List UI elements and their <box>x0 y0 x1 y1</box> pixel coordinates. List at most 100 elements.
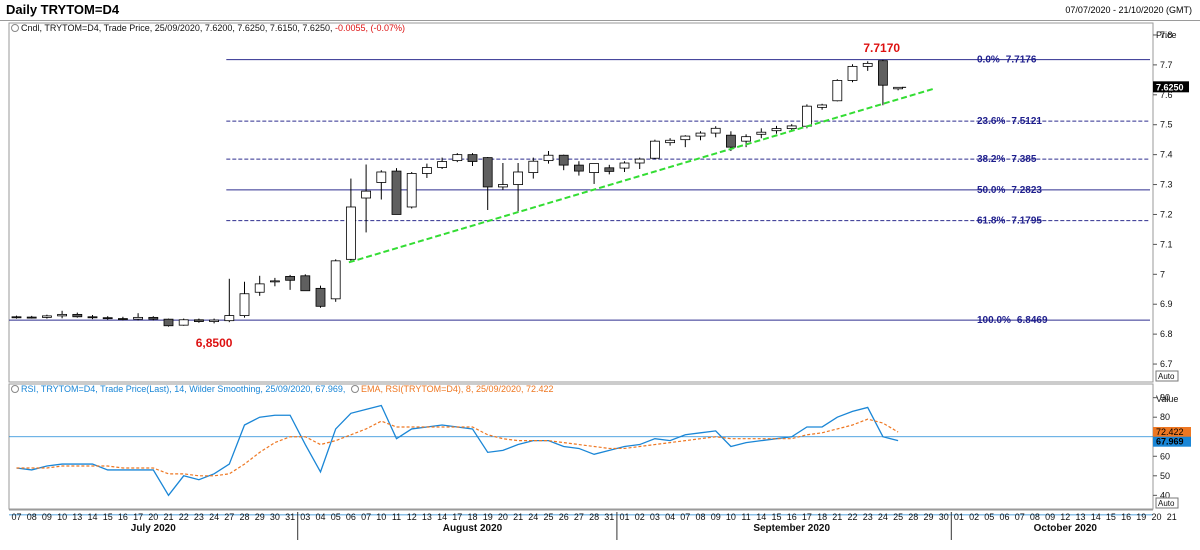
candle <box>847 64 858 83</box>
fib-label: 0.0% <box>977 55 1000 66</box>
x-tick-label: 27 <box>224 512 234 522</box>
x-tick-label: 12 <box>1060 512 1070 522</box>
candle-body <box>452 154 463 162</box>
candle-body <box>832 80 843 102</box>
candle <box>209 318 220 324</box>
x-tick-label: 07 <box>11 512 21 522</box>
candle-body <box>771 128 782 132</box>
rsi-value-badge: 67.969 <box>1153 436 1191 447</box>
candle-body <box>330 260 341 300</box>
high-annotation: 7.7170 <box>863 41 900 55</box>
x-tick-label: 21 <box>832 512 842 522</box>
candle-body <box>421 167 432 174</box>
candle-body <box>650 140 660 159</box>
rsi-lines <box>9 404 1153 516</box>
x-tick-label: 01 <box>954 512 964 522</box>
candle <box>862 61 873 71</box>
candle-body <box>209 319 220 322</box>
rsi-tick-label: 50 <box>1160 471 1170 481</box>
candle <box>726 131 736 152</box>
candle-body <box>726 134 736 148</box>
candle-body <box>741 136 751 142</box>
x-tick-label: 21 <box>163 512 173 522</box>
x-tick-label: 08 <box>27 512 37 522</box>
rsi-auto-button[interactable]: Auto <box>1155 497 1179 509</box>
candle <box>710 126 721 138</box>
price-panel[interactable] <box>8 22 1154 383</box>
candle-body <box>665 139 675 144</box>
candle <box>543 151 554 164</box>
last-price-badge: 7.6250 <box>1153 81 1189 93</box>
chart-title: Daily TRYTOM=D4 <box>6 2 120 17</box>
candle-body <box>26 316 37 319</box>
candle <box>665 138 675 146</box>
candle <box>650 139 660 160</box>
candle-body <box>604 167 615 172</box>
candle-body <box>42 315 52 318</box>
x-tick-label: 26 <box>559 512 569 522</box>
candle-body <box>558 154 569 166</box>
candle <box>786 124 797 131</box>
rsi-tick-label: 60 <box>1160 451 1170 461</box>
price-tick-label: 7.4 <box>1160 150 1173 160</box>
candle-body <box>467 154 478 162</box>
month-label: August 2020 <box>443 523 503 534</box>
x-tick-label: 07 <box>1015 512 1025 522</box>
price-legend: Cndl, TRYTOM=D4, Trade Price, 25/09/2020… <box>11 23 405 33</box>
candle <box>680 135 691 148</box>
x-tick-label: 04 <box>315 512 325 522</box>
candle-body <box>893 86 903 90</box>
candle <box>558 154 569 171</box>
candle-body <box>756 131 767 135</box>
rsi-axis-title: Value <box>1156 394 1178 404</box>
rsi-panel[interactable] <box>8 383 1154 510</box>
x-tick-label: 18 <box>817 512 827 522</box>
svg-text:7.6250: 7.6250 <box>1156 82 1184 92</box>
candle-body <box>178 319 189 326</box>
x-tick-label: 31 <box>604 512 614 522</box>
x-tick-label: 25 <box>543 512 553 522</box>
candle <box>589 163 599 184</box>
x-tick-label: 16 <box>118 512 128 522</box>
candle <box>345 178 356 263</box>
candle-body <box>224 315 235 322</box>
candle-body <box>133 316 144 320</box>
candle <box>269 277 280 287</box>
candle-body <box>878 60 888 86</box>
candle <box>178 318 189 326</box>
x-tick-label: 14 <box>1091 512 1101 522</box>
x-tick-label: 13 <box>1075 512 1085 522</box>
month-label: October 2020 <box>1034 523 1098 534</box>
candle-body <box>802 105 812 127</box>
x-tick-label: 29 <box>255 512 265 522</box>
price-tick-label: 6.7 <box>1160 359 1173 369</box>
x-tick-label: 31 <box>285 512 295 522</box>
x-tick-label: 11 <box>741 512 750 522</box>
fib-value: 7.2823 <box>1011 185 1042 196</box>
low-annotation: 6,8500 <box>196 336 233 350</box>
candle <box>878 59 888 106</box>
price-auto-button[interactable]: Auto <box>1155 370 1179 382</box>
x-tick-label: 28 <box>239 512 249 522</box>
svg-text:72.422: 72.422 <box>1156 427 1184 437</box>
x-tick-label: 29 <box>923 512 933 522</box>
candle <box>224 278 235 323</box>
candle <box>513 163 523 212</box>
fib-label: 38.2% <box>977 154 1005 165</box>
candle <box>832 79 843 102</box>
fib-label: 100.0% <box>977 315 1011 326</box>
chart-area[interactable]: Cndl, TRYTOM=D4, Trade Price, 25/09/2020… <box>0 20 1200 550</box>
candle-body <box>57 313 67 317</box>
candle-body <box>513 171 523 185</box>
candle <box>771 125 782 134</box>
candle-body <box>680 135 691 141</box>
candle <box>452 153 463 163</box>
x-tick-label: 15 <box>771 512 781 522</box>
x-tick-label: 06 <box>999 512 1009 522</box>
x-tick-label: 23 <box>863 512 873 522</box>
candle <box>528 157 539 179</box>
candle <box>11 315 22 319</box>
candle <box>497 163 508 190</box>
candle-body <box>482 157 493 188</box>
candle <box>42 314 52 319</box>
